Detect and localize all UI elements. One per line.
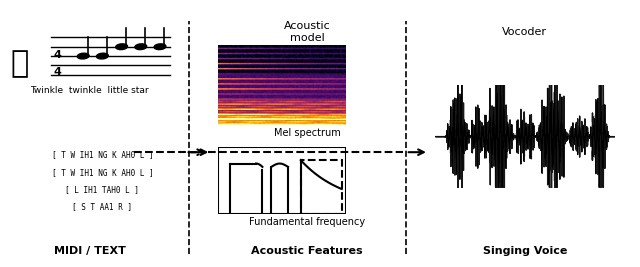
- Ellipse shape: [77, 53, 89, 59]
- Text: Acoustic
model: Acoustic model: [284, 21, 331, 43]
- Bar: [301, 160, 342, 214]
- Text: MIDI / TEXT: MIDI / TEXT: [54, 246, 125, 256]
- Text: Twinkle  twinkle  little star: Twinkle twinkle little star: [30, 86, 149, 95]
- Ellipse shape: [135, 44, 147, 50]
- Text: Mel spectrum: Mel spectrum: [274, 128, 340, 139]
- Text: [ T W IH1 NG K AH0 L ]: [ T W IH1 NG K AH0 L ]: [52, 168, 153, 177]
- Text: Fundamental frequency: Fundamental frequency: [249, 217, 365, 227]
- Ellipse shape: [154, 44, 166, 50]
- Text: Vocoder: Vocoder: [502, 27, 547, 37]
- Text: [ L IH1 TAH0 L ]: [ L IH1 TAH0 L ]: [65, 185, 140, 194]
- Ellipse shape: [116, 44, 127, 50]
- Text: 𝄞: 𝄞: [10, 50, 28, 78]
- Text: Singing Voice: Singing Voice: [483, 246, 567, 256]
- Ellipse shape: [97, 53, 108, 59]
- Text: Acoustic Features: Acoustic Features: [252, 246, 363, 256]
- Text: [ S T AA1 R ]: [ S T AA1 R ]: [72, 202, 132, 211]
- Text: [ T W IH1 NG K AH0 L ]: [ T W IH1 NG K AH0 L ]: [52, 150, 153, 159]
- Text: 4: 4: [54, 67, 61, 77]
- Text: 4: 4: [54, 50, 61, 60]
